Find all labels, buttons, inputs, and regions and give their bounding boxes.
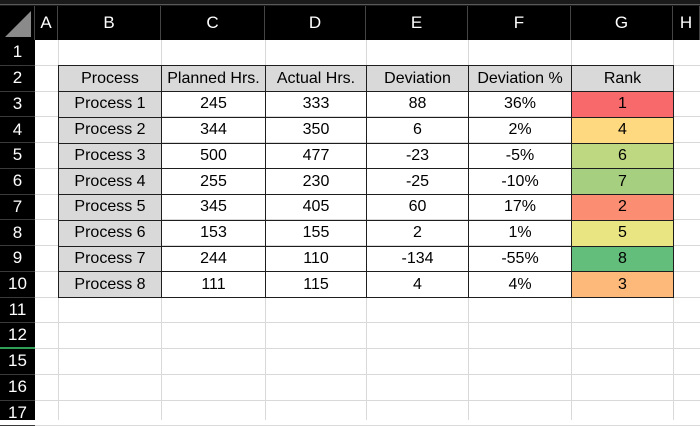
select-all-triangle-icon bbox=[5, 11, 31, 37]
table-cell-rank[interactable]: 1 bbox=[571, 91, 674, 118]
table-cell-deviation[interactable]: -25 bbox=[366, 168, 469, 195]
table-header-planned[interactable]: Planned Hrs. bbox=[161, 65, 266, 92]
table-cell-rank[interactable]: 6 bbox=[571, 143, 674, 170]
row-header-2[interactable]: 2 bbox=[0, 66, 35, 92]
table-cell-process[interactable]: Process 4 bbox=[58, 168, 162, 195]
table-cell-process[interactable]: Process 8 bbox=[58, 271, 162, 298]
row-header-17[interactable]: 17 bbox=[0, 401, 35, 426]
table-cell-process[interactable]: Process 2 bbox=[58, 117, 162, 144]
table-cell-planned[interactable]: 500 bbox=[161, 143, 266, 170]
grid-hline bbox=[35, 400, 700, 401]
table-cell-deviation[interactable]: 88 bbox=[366, 91, 469, 118]
row-header-15[interactable]: 15 bbox=[0, 349, 35, 375]
table-cell-pct[interactable]: 17% bbox=[468, 194, 572, 221]
table-cell-pct[interactable]: -55% bbox=[468, 246, 572, 273]
row-header-3[interactable]: 3 bbox=[0, 92, 35, 118]
column-header-c[interactable]: C bbox=[161, 6, 265, 40]
table-cell-rank[interactable]: 4 bbox=[571, 117, 674, 144]
row-header-5[interactable]: 5 bbox=[0, 143, 35, 169]
table-cell-deviation[interactable]: 2 bbox=[366, 220, 469, 247]
row-header-4[interactable]: 4 bbox=[0, 117, 35, 143]
column-header-a[interactable]: A bbox=[35, 6, 58, 40]
table-cell-deviation[interactable]: -134 bbox=[366, 246, 469, 273]
column-header-g[interactable]: G bbox=[571, 6, 673, 40]
row-header-16[interactable]: 16 bbox=[0, 375, 35, 401]
table-cell-process[interactable]: Process 3 bbox=[58, 143, 162, 170]
table-cell-deviation[interactable]: 60 bbox=[366, 194, 469, 221]
row-header-10[interactable]: 10 bbox=[0, 272, 35, 298]
table-cell-planned[interactable]: 245 bbox=[161, 91, 266, 118]
row-header-12[interactable]: 12 bbox=[0, 323, 35, 349]
table-header-rank[interactable]: Rank bbox=[571, 65, 674, 92]
column-header-f[interactable]: F bbox=[468, 6, 571, 40]
table-cell-planned[interactable]: 111 bbox=[161, 271, 266, 298]
table-cell-process[interactable]: Process 1 bbox=[58, 91, 162, 118]
table-header-pct[interactable]: Deviation % bbox=[468, 65, 572, 92]
row-header-11[interactable]: 11 bbox=[0, 298, 35, 324]
table-cell-rank[interactable]: 5 bbox=[571, 220, 674, 247]
select-all-corner[interactable] bbox=[0, 6, 35, 40]
table-cell-actual[interactable]: 405 bbox=[265, 194, 367, 221]
row-header-9[interactable]: 9 bbox=[0, 246, 35, 272]
table-cell-actual[interactable]: 350 bbox=[265, 117, 367, 144]
column-header-d[interactable]: D bbox=[265, 6, 366, 40]
grid-hline bbox=[35, 374, 700, 375]
table-cell-planned[interactable]: 345 bbox=[161, 194, 266, 221]
table-cell-process[interactable]: Process 6 bbox=[58, 220, 162, 247]
table-cell-actual[interactable]: 110 bbox=[265, 246, 367, 273]
column-header-b[interactable]: B bbox=[58, 6, 161, 40]
table-cell-actual[interactable]: 230 bbox=[265, 168, 367, 195]
table-cell-rank[interactable]: 7 bbox=[571, 168, 674, 195]
row-header-1[interactable]: 1 bbox=[0, 40, 35, 66]
table-cell-actual[interactable]: 477 bbox=[265, 143, 367, 170]
table-cell-planned[interactable]: 344 bbox=[161, 117, 266, 144]
table-cell-planned[interactable]: 153 bbox=[161, 220, 266, 247]
table-cell-pct[interactable]: 1% bbox=[468, 220, 572, 247]
row-header-7[interactable]: 7 bbox=[0, 195, 35, 221]
table-cell-pct[interactable]: 2% bbox=[468, 117, 572, 144]
table-cell-rank[interactable]: 8 bbox=[571, 246, 674, 273]
table-cell-actual[interactable]: 115 bbox=[265, 271, 367, 298]
table-cell-actual[interactable]: 333 bbox=[265, 91, 367, 118]
grid-hline bbox=[35, 348, 700, 349]
table-header-actual[interactable]: Actual Hrs. bbox=[265, 65, 367, 92]
table-cell-pct[interactable]: 4% bbox=[468, 271, 572, 298]
table-header-deviation[interactable]: Deviation bbox=[366, 65, 469, 92]
column-header-e[interactable]: E bbox=[366, 6, 468, 40]
table-cell-pct[interactable]: 36% bbox=[468, 91, 572, 118]
table-cell-actual[interactable]: 155 bbox=[265, 220, 367, 247]
row-header-8[interactable]: 8 bbox=[0, 220, 35, 246]
table-cell-rank[interactable]: 3 bbox=[571, 271, 674, 298]
table-cell-deviation[interactable]: 4 bbox=[366, 271, 469, 298]
grid-hline bbox=[35, 322, 700, 323]
table-cell-process[interactable]: Process 7 bbox=[58, 246, 162, 273]
table-header-process[interactable]: Process bbox=[58, 65, 162, 92]
row-header-6[interactable]: 6 bbox=[0, 169, 35, 195]
column-header-h[interactable]: H bbox=[673, 6, 700, 40]
table-cell-planned[interactable]: 244 bbox=[161, 246, 266, 273]
table-cell-pct[interactable]: -10% bbox=[468, 168, 572, 195]
table-cell-planned[interactable]: 255 bbox=[161, 168, 266, 195]
table-cell-pct[interactable]: -5% bbox=[468, 143, 572, 170]
table-cell-rank[interactable]: 2 bbox=[571, 194, 674, 221]
table-cell-deviation[interactable]: 6 bbox=[366, 117, 469, 144]
table-cell-deviation[interactable]: -23 bbox=[366, 143, 469, 170]
table-cell-process[interactable]: Process 5 bbox=[58, 194, 162, 221]
